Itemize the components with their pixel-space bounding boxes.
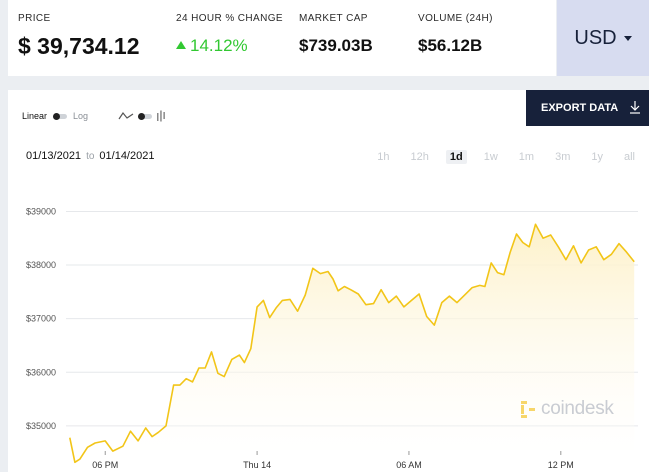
y-tick-label: $36000 <box>26 367 56 377</box>
price-label: PRICE <box>18 13 51 24</box>
coindesk-logo-icon <box>521 400 535 418</box>
log-label[interactable]: Log <box>73 111 89 121</box>
currency-dropdown[interactable]: USD <box>557 0 649 76</box>
export-data-label: EXPORT DATA <box>541 102 619 114</box>
range-1y[interactable]: 1y <box>591 151 603 163</box>
range-3m[interactable]: 3m <box>555 151 571 163</box>
x-tick-label: 06 AM <box>396 460 422 470</box>
change-label: 24 HOUR % CHANGE <box>176 13 283 24</box>
x-tick-label: Thu 14 <box>243 460 271 470</box>
scale-toggle: Linear Log <box>22 110 166 122</box>
watermark-text: coindesk <box>541 398 614 419</box>
chart-type-switch-knob <box>138 112 146 120</box>
y-tick-label: $35000 <box>26 421 56 431</box>
range-1d[interactable]: 1d <box>445 150 467 164</box>
line-chart-icon[interactable] <box>118 111 134 121</box>
chart-type-switch[interactable] <box>138 112 153 120</box>
end-date[interactable]: 01/14/2021 <box>99 150 155 162</box>
export-data-button[interactable]: EXPORT DATA <box>526 90 649 126</box>
y-tick-label: $38000 <box>26 260 56 270</box>
price-chart: $35000 $36000 $37000 $38000 $39000 06 PM Thu 1… <box>26 206 638 470</box>
chart-panel: Linear Log EXPORT DATA 01/13/2021 to 01/14… <box>8 90 649 472</box>
change-percent: 14.12% <box>190 36 248 55</box>
range-1h[interactable]: 1h <box>377 151 390 163</box>
candlestick-chart-icon[interactable] <box>156 110 166 122</box>
price-line <box>69 223 635 464</box>
coindesk-watermark: coindesk <box>520 398 614 420</box>
scale-switch[interactable] <box>53 112 68 120</box>
date-separator: to <box>86 151 95 162</box>
price-area <box>69 224 635 463</box>
x-tick-label: 12 PM <box>548 460 574 470</box>
price-value: $ 39,734.12 <box>18 33 140 59</box>
market-cap-value: $739.03B <box>299 36 373 55</box>
volume-label: VOLUME (24H) <box>418 13 493 24</box>
volume-value: $56.12B <box>418 36 483 55</box>
range-12h[interactable]: 12h <box>410 151 429 163</box>
range-1w[interactable]: 1w <box>483 151 498 163</box>
date-range: 01/13/2021 to 01/14/2021 <box>26 150 154 162</box>
y-tick-label: $37000 <box>26 314 56 324</box>
x-tick-label: 06 PM <box>92 460 118 470</box>
market-cap-label: MARKET CAP <box>299 13 368 24</box>
linear-label[interactable]: Linear <box>22 111 48 121</box>
range-1m[interactable]: 1m <box>518 151 535 163</box>
range-all[interactable]: all <box>623 151 635 163</box>
caret-down-icon <box>623 35 632 41</box>
change-value: 14.12% <box>176 36 248 56</box>
up-triangle-icon <box>176 41 186 49</box>
time-range-selector: 1h 12h 1d 1w 1m 3m 1y all <box>360 150 639 164</box>
stats-bar: PRICE $ 39,734.12 24 HOUR % CHANGE 14.12… <box>8 0 556 76</box>
download-icon <box>630 101 640 114</box>
currency-label: USD <box>574 26 617 49</box>
start-date[interactable]: 01/13/2021 <box>26 150 82 162</box>
y-tick-label: $39000 <box>26 206 56 216</box>
scale-switch-knob <box>53 112 61 120</box>
